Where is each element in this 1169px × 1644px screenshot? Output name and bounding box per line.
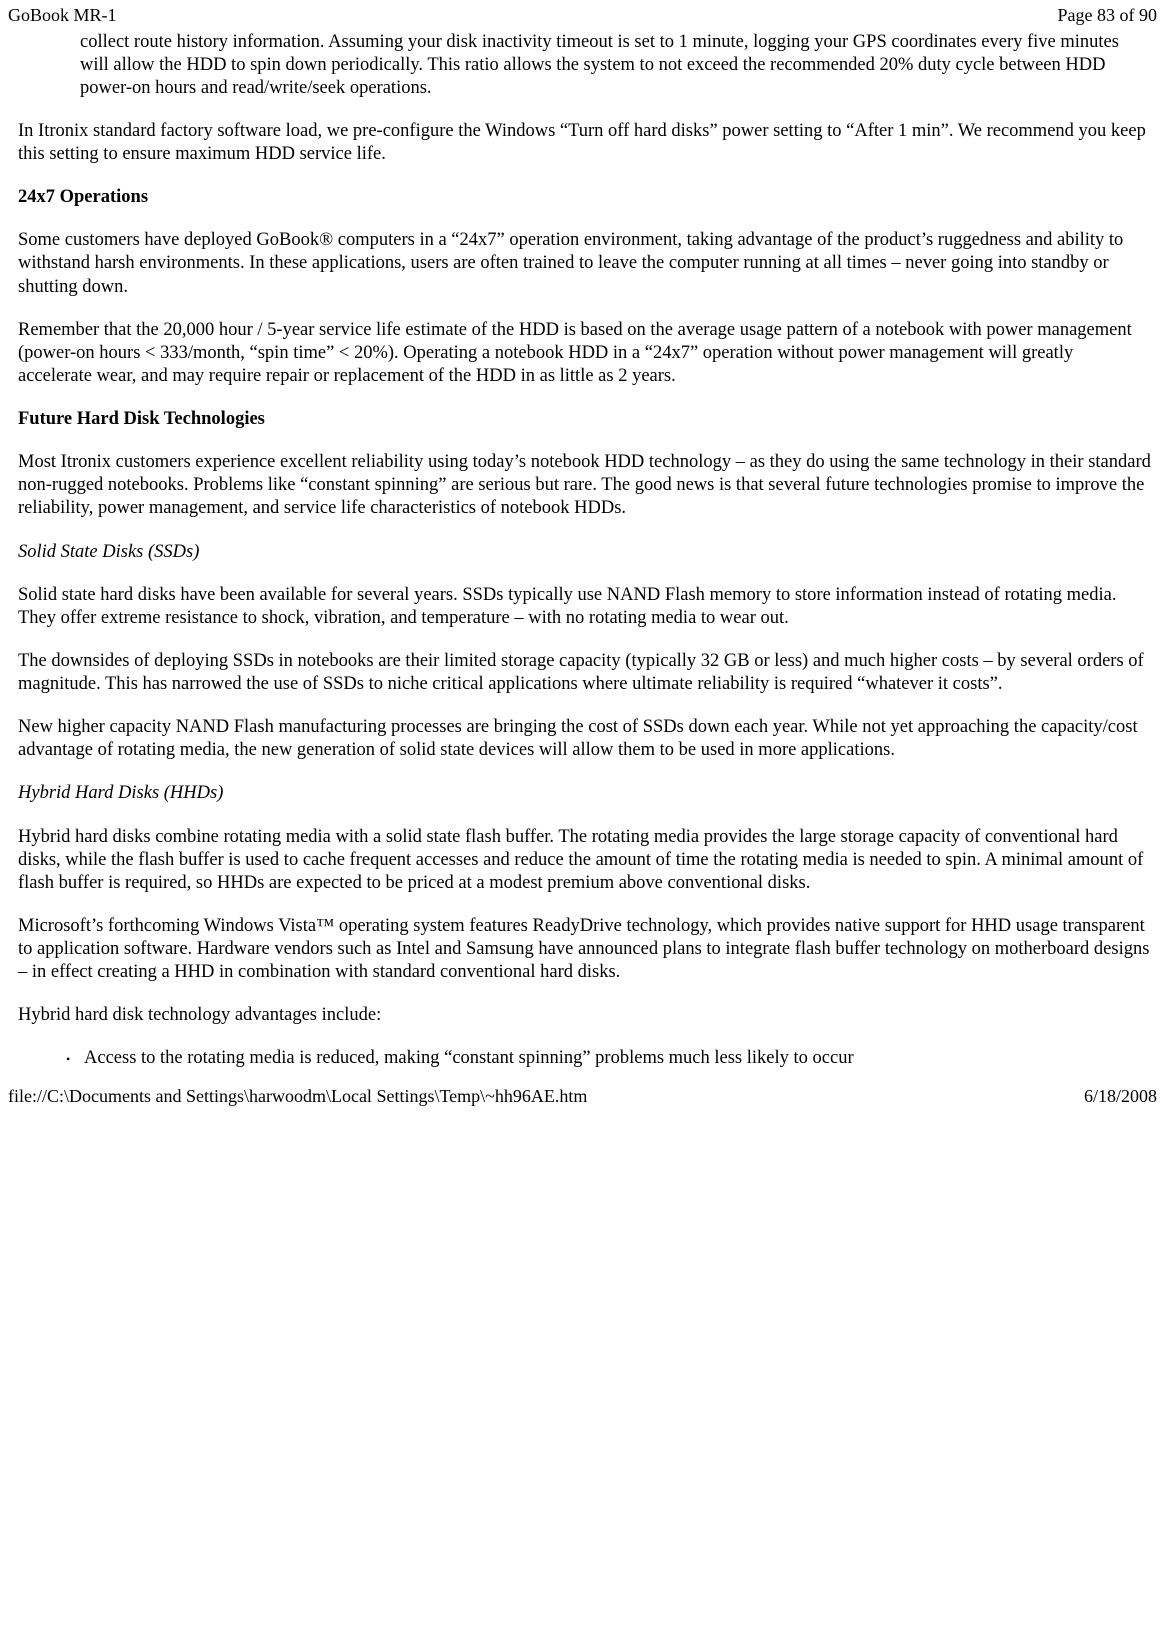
page-footer: file://C:\Documents and Settings\harwood… <box>0 1083 1169 1114</box>
file-path: file://C:\Documents and Settings\harwood… <box>8 1085 587 1108</box>
paragraph-hhd-3: Hybrid hard disk technology advantages i… <box>18 1004 1151 1027</box>
paragraph-hhd-1: Hybrid hard disks combine rotating media… <box>18 826 1151 895</box>
paragraph-24x7-1: Some customers have deployed GoBook® com… <box>18 229 1151 298</box>
page-content: collect route history information. Assum… <box>0 31 1169 1071</box>
heading-hhd: Hybrid Hard Disks (HHDs) <box>18 782 1151 805</box>
paragraph-hhd-2: Microsoft’s forthcoming Windows Vista™ o… <box>18 915 1151 984</box>
page-number-label: Page 83 of 90 <box>1058 4 1157 27</box>
heading-24x7: 24x7 Operations <box>18 186 1151 209</box>
document-title: GoBook MR-1 <box>8 4 117 27</box>
intro-paragraph: In Itronix standard factory software loa… <box>18 120 1151 166</box>
paragraph-ssd-1: Solid state hard disks have been availab… <box>18 584 1151 630</box>
footer-date: 6/18/2008 <box>1084 1085 1157 1108</box>
list-item: Access to the rotating media is reduced,… <box>66 1047 1151 1070</box>
paragraph-ssd-3: New higher capacity NAND Flash manufactu… <box>18 716 1151 762</box>
paragraph-24x7-2: Remember that the 20,000 hour / 5-year s… <box>18 319 1151 388</box>
paragraph-ssd-2: The downsides of deploying SSDs in noteb… <box>18 650 1151 696</box>
paragraph-future-1: Most Itronix customers experience excell… <box>18 451 1151 520</box>
hhd-advantages-list: Access to the rotating media is reduced,… <box>18 1047 1151 1070</box>
page-header: GoBook MR-1 Page 83 of 90 <box>0 0 1169 31</box>
indented-paragraph: collect route history information. Assum… <box>18 31 1151 100</box>
heading-ssd: Solid State Disks (SSDs) <box>18 541 1151 564</box>
heading-future: Future Hard Disk Technologies <box>18 408 1151 431</box>
